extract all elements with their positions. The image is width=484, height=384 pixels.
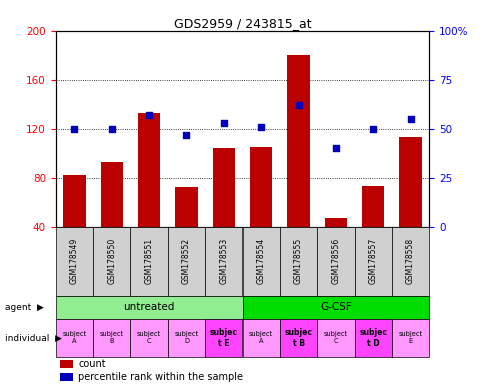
Bar	[100, 162, 123, 276]
Text: GSM178549: GSM178549	[70, 238, 79, 284]
Text: GSM178550: GSM178550	[107, 238, 116, 284]
Bar	[279, 319, 317, 357]
Bar	[93, 319, 130, 357]
Bar	[249, 147, 272, 276]
Text: subjec
t D: subjec t D	[359, 328, 386, 348]
Bar	[398, 137, 421, 276]
Text: agent  ▶: agent ▶	[5, 303, 44, 312]
Text: subject
A: subject A	[62, 331, 86, 344]
Bar	[205, 319, 242, 357]
Bar	[242, 319, 279, 357]
Bar	[137, 113, 160, 276]
Bar	[130, 319, 167, 357]
Title: GDS2959 / 243815_at: GDS2959 / 243815_at	[173, 17, 311, 30]
Text: count: count	[78, 359, 106, 369]
Text: subject
B: subject B	[100, 331, 123, 344]
Text: GSM178553: GSM178553	[219, 238, 228, 284]
Text: GSM178558: GSM178558	[405, 238, 414, 284]
Text: subject
E: subject E	[398, 331, 422, 344]
Text: untreated: untreated	[123, 302, 174, 312]
Bar	[354, 227, 391, 296]
Bar	[287, 55, 309, 276]
Bar	[361, 186, 384, 276]
Point	[219, 120, 227, 126]
Text: percentile rank within the sample: percentile rank within the sample	[78, 372, 242, 382]
Bar	[93, 227, 130, 296]
Bar	[130, 227, 167, 296]
Text: GSM178555: GSM178555	[293, 238, 302, 284]
Point	[331, 145, 339, 151]
Point	[294, 102, 302, 108]
Point	[257, 124, 265, 130]
Text: subject
C: subject C	[323, 331, 347, 344]
Text: GSM178551: GSM178551	[144, 238, 153, 284]
Text: subject
D: subject D	[174, 331, 198, 344]
Bar	[279, 227, 317, 296]
Bar	[56, 296, 242, 319]
Text: subjec
t B: subjec t B	[284, 328, 312, 348]
Bar	[242, 296, 428, 319]
Point	[182, 131, 190, 137]
Bar	[60, 373, 73, 381]
Bar	[324, 218, 347, 276]
Bar	[60, 360, 73, 368]
Bar	[167, 227, 205, 296]
Bar	[391, 319, 428, 357]
Text: subject
C: subject C	[137, 331, 161, 344]
Text: individual  ▶: individual ▶	[5, 333, 62, 343]
Bar	[175, 187, 197, 276]
Text: subject
A: subject A	[249, 331, 272, 344]
Bar	[205, 227, 242, 296]
Text: subjec
t E: subjec t E	[210, 328, 237, 348]
Bar	[317, 227, 354, 296]
Bar	[63, 175, 86, 276]
Point	[107, 126, 115, 132]
Text: G-CSF: G-CSF	[319, 302, 351, 312]
Text: GSM178556: GSM178556	[331, 238, 340, 284]
Bar	[56, 319, 93, 357]
Bar	[391, 227, 428, 296]
Bar	[242, 227, 279, 296]
Text: GSM178554: GSM178554	[256, 238, 265, 284]
Point	[71, 126, 78, 132]
Point	[145, 112, 153, 118]
Text: GSM178552: GSM178552	[182, 238, 191, 284]
Point	[369, 126, 377, 132]
Bar	[167, 319, 205, 357]
Point	[406, 116, 413, 122]
Text: GSM178557: GSM178557	[368, 238, 377, 284]
Bar	[56, 227, 93, 296]
Bar	[317, 319, 354, 357]
Bar	[354, 319, 391, 357]
Bar	[212, 148, 235, 276]
